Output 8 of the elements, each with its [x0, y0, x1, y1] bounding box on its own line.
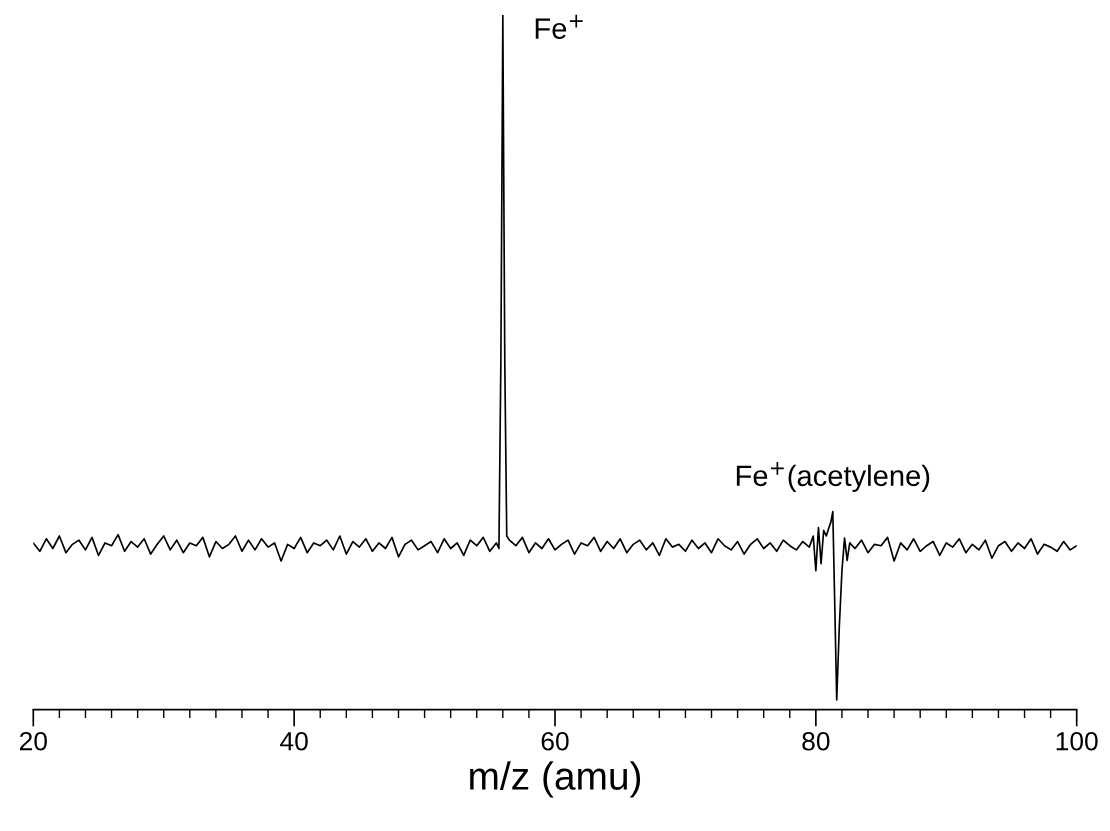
x-tick-label: 40 — [280, 731, 308, 751]
x-tick-label: 60 — [541, 731, 569, 751]
annotation: Fe$^{+}$ — [535, 14, 583, 39]
x-tick-label: 80 — [802, 731, 830, 751]
x-tick-label: 20 — [19, 731, 47, 751]
x-axis-title: m/z (amu) — [470, 761, 641, 798]
x-tick-label: 100 — [1056, 731, 1098, 751]
annotation: Fe$^{+}$(acetylene) — [736, 461, 930, 492]
